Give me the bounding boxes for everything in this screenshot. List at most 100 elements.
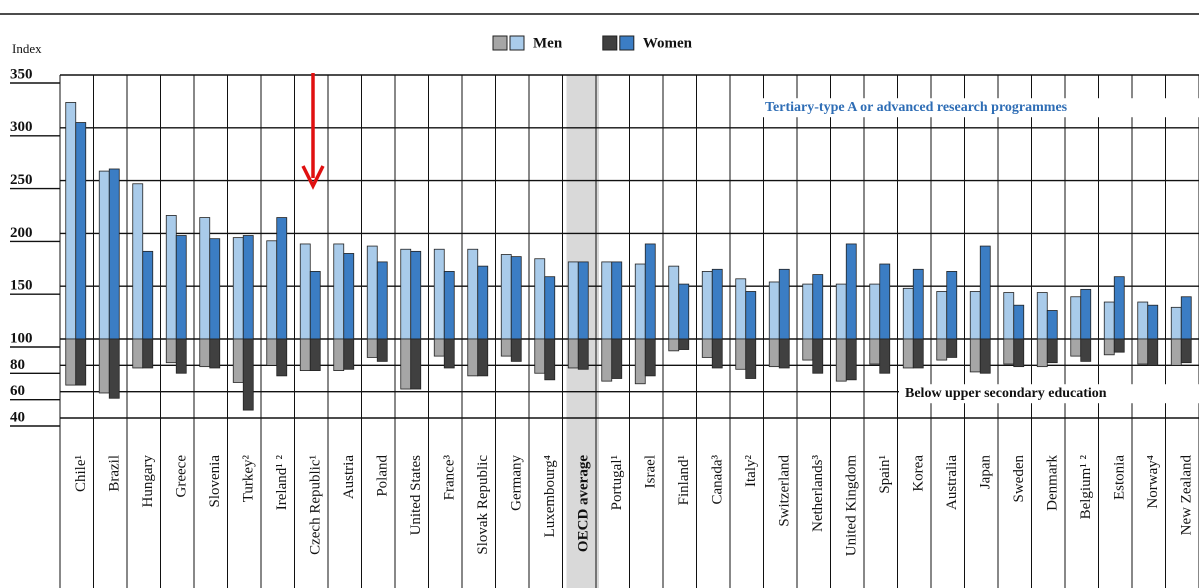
bar [165, 338, 177, 364]
x-tick-label: Israel [643, 455, 659, 488]
bar [567, 338, 579, 369]
bar [410, 338, 422, 390]
bar [242, 338, 254, 411]
bar [778, 338, 790, 369]
bar [835, 338, 847, 382]
bar [745, 291, 757, 340]
bar [601, 261, 613, 340]
y-tick-label: 60 [10, 383, 25, 399]
bar [812, 274, 824, 340]
bar [276, 217, 288, 340]
bar [745, 338, 757, 379]
x-tick-label: Norway⁴ [1145, 455, 1161, 509]
legend-swatch [602, 35, 618, 51]
y-tick-label: 40 [10, 409, 25, 425]
x-tick-label: Austria [341, 455, 357, 500]
bar [1070, 296, 1082, 340]
bar [1046, 338, 1058, 364]
bar [232, 237, 244, 340]
bar [711, 268, 723, 340]
label-background [759, 98, 1199, 118]
x-tick-label: Germany [509, 455, 525, 511]
bar [678, 338, 690, 350]
bar [209, 238, 221, 340]
bar [1137, 301, 1149, 340]
x-tick-label: Japan [978, 455, 994, 490]
bar [477, 265, 489, 340]
bar [979, 338, 991, 374]
bar [1170, 338, 1182, 366]
bar [778, 268, 790, 340]
y-tick-label: 350 [10, 66, 33, 82]
bar [835, 283, 847, 340]
x-tick-label: Czech Republic¹ [308, 455, 324, 555]
x-tick-label: Turkey² [241, 455, 257, 503]
bar [768, 338, 780, 368]
legend-label: Women [643, 35, 693, 51]
bar [400, 338, 412, 390]
bar [309, 271, 321, 340]
bar [276, 338, 288, 377]
bar [443, 271, 455, 340]
y-tick-label: 80 [10, 357, 25, 373]
x-tick-label: Slovak Republic [475, 455, 491, 555]
bar [199, 217, 211, 340]
bar [735, 278, 747, 340]
y-tick-label: 200 [10, 225, 33, 241]
bar [802, 338, 814, 361]
x-tick-label: Poland [375, 455, 391, 497]
x-tick-label: Australia [944, 455, 960, 510]
bar [534, 338, 546, 374]
y-tick-label: 150 [10, 278, 33, 294]
bar [567, 261, 579, 340]
bar [175, 235, 187, 340]
bar [634, 263, 646, 340]
legend-swatch [509, 35, 525, 51]
x-tick-label: United States [408, 455, 424, 536]
bar [309, 338, 321, 372]
bar [644, 243, 656, 340]
bar [768, 281, 780, 340]
bar [1036, 292, 1048, 340]
x-tick-label: Switzerland [777, 455, 793, 527]
x-tick-label: Korea [911, 455, 927, 492]
bar [1046, 310, 1058, 340]
bar [812, 338, 824, 374]
x-tick-label: Denmark [1045, 455, 1061, 511]
bar [467, 338, 479, 377]
bar [1070, 338, 1082, 357]
group-label: Below upper secondary education [905, 386, 1107, 401]
x-tick-label: Canada³ [710, 455, 726, 505]
bar [467, 248, 479, 340]
bar [534, 258, 546, 340]
bar [266, 338, 278, 366]
bar [969, 338, 981, 373]
bar [946, 338, 958, 358]
bar [879, 263, 891, 340]
x-tick-label: France³ [442, 455, 458, 501]
bar [500, 254, 512, 340]
x-tick-label: Greece [174, 455, 190, 498]
bar [1080, 338, 1092, 362]
legend-swatch [619, 35, 635, 51]
bar [644, 338, 656, 377]
y-tick-label: 100 [10, 330, 33, 346]
bar [142, 338, 154, 369]
bar [1036, 338, 1048, 368]
arrow-head [301, 165, 325, 190]
bar [969, 291, 981, 340]
bar [912, 338, 924, 369]
bar [1013, 304, 1025, 340]
x-tick-label: Hungary [140, 455, 156, 508]
bar [802, 283, 814, 340]
x-tick-label: Italy² [743, 455, 759, 487]
bar [735, 338, 747, 370]
bar [333, 338, 345, 372]
bar [1180, 296, 1192, 340]
bar [936, 291, 948, 340]
bar [701, 271, 713, 340]
bar [232, 338, 244, 383]
bar [1013, 338, 1025, 368]
bar [299, 338, 311, 372]
